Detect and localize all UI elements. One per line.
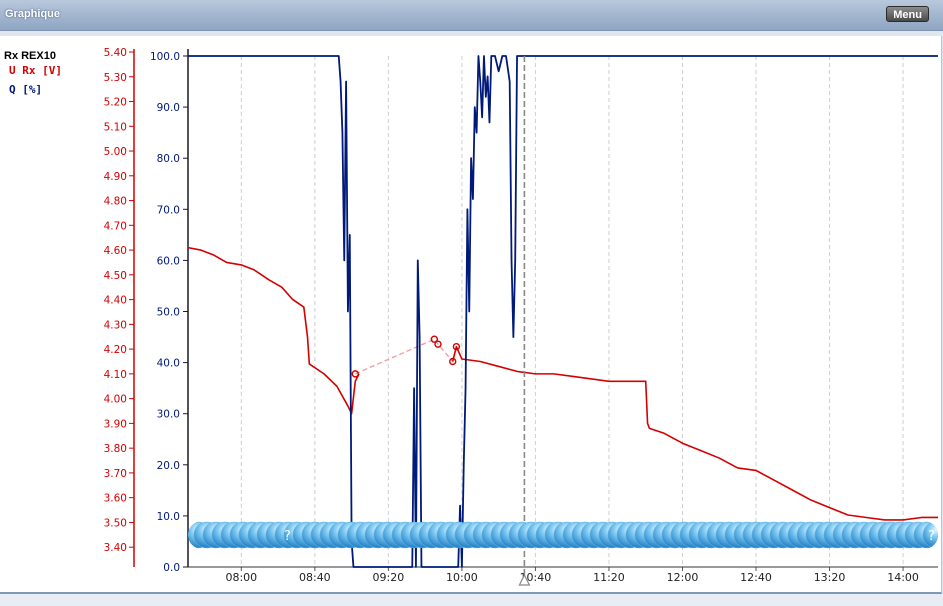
voltage-data-marker (351, 370, 359, 378)
quality-tick-label: 40.0 (157, 358, 180, 370)
voltage-data-marker (452, 342, 461, 351)
voltage-tick-label: 5.30 (104, 72, 127, 84)
quality-tick-label: 100.0 (150, 51, 180, 63)
voltage-tick-label: 3.60 (104, 493, 127, 505)
voltage-tick-label: 3.80 (104, 443, 127, 455)
x-tick-label: 08:40 (299, 571, 331, 584)
legend-item-quality: Q [%] (9, 83, 43, 96)
voltage-data-marker (430, 335, 439, 343)
legend-item-voltage: U Rx [V] (9, 64, 62, 77)
x-tick-label: 10:00 (446, 571, 478, 584)
quality-tick-label: 20.0 (157, 460, 180, 472)
x-tick-label: 08:00 (225, 571, 257, 584)
scrollbar-left-grip[interactable]: ? (284, 529, 291, 544)
quality-tick-label: 90.0 (157, 102, 180, 114)
series-line-voltage (187, 246, 360, 415)
quality-tick-label: 80.0 (157, 153, 180, 165)
quality-tick-label: 70.0 (157, 204, 180, 216)
voltage-tick-label: 4.90 (104, 171, 127, 183)
voltage-tick-label: 4.70 (104, 220, 127, 232)
legend-title: Rx REX10 (4, 50, 56, 62)
x-tick-label: 11:20 (593, 571, 625, 584)
plot-area (188, 52, 938, 567)
footer-strip (0, 594, 943, 606)
scrollbar-right-grip[interactable]: ? (928, 529, 935, 544)
x-tick-label: 12:00 (667, 571, 699, 584)
voltage-tick-label: 4.40 (104, 295, 127, 307)
voltage-data-marker (449, 357, 457, 366)
window-titlebar: Graphique Menu (0, 0, 943, 31)
voltage-tick-label: 5.00 (104, 146, 127, 158)
timeline-scrollbar[interactable]: ?? (188, 521, 938, 549)
series-line-quality (188, 55, 938, 568)
voltage-tick-label: 3.40 (104, 542, 127, 554)
voltage-tick-label: 5.20 (104, 97, 127, 109)
voltage-tick-label: 4.30 (104, 319, 127, 331)
window-title: Graphique (5, 8, 61, 20)
quality-tick-label: 50.0 (157, 307, 180, 319)
quality-tick-label: 30.0 (157, 409, 180, 421)
voltage-tick-label: 4.50 (104, 270, 127, 282)
voltage-tick-label: 4.20 (104, 344, 127, 356)
scrollbar-bubble (922, 521, 938, 549)
voltage-tick-label: 4.00 (104, 394, 127, 406)
quality-tick-label: 60.0 (157, 255, 180, 267)
voltage-tick-label: 3.50 (104, 517, 127, 529)
quality-tick-label: 10.0 (157, 511, 180, 523)
voltage-tick-label: 3.70 (104, 468, 127, 480)
menu-button[interactable]: Menu (886, 6, 929, 22)
voltage-tick-label: 4.10 (104, 369, 127, 381)
series-line-voltage (451, 345, 938, 521)
x-tick-label: 14:00 (887, 571, 919, 584)
x-tick-label: 09:20 (373, 571, 405, 584)
voltage-data-marker (434, 340, 442, 348)
x-tick-label: 12:40 (740, 571, 772, 584)
voltage-tick-label: 4.80 (104, 196, 127, 208)
time-cursor-handle (518, 573, 531, 586)
x-tick-label: 13:20 (814, 571, 846, 584)
voltage-tick-label: 3.90 (104, 418, 127, 430)
quality-tick-label: 0.0 (163, 562, 180, 574)
scrollbar-track[interactable]: ?? (188, 521, 938, 549)
voltage-tick-label: 5.10 (104, 121, 127, 133)
voltage-tick-label: 4.60 (104, 245, 127, 257)
voltage-tick-label: 5.40 (104, 47, 127, 59)
